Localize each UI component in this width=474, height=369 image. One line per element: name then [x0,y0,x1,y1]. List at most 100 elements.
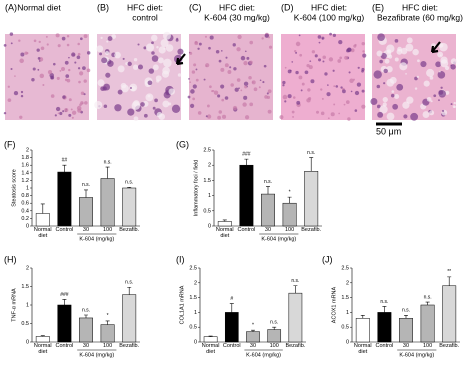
cell [306,63,310,68]
cell [437,51,444,58]
bar [399,318,413,343]
x-tick-label: 30 [82,227,90,233]
category-label-box: Bezafib. [301,227,321,233]
cell [236,47,241,52]
x-tick-label: Normal diet [201,343,220,355]
cell [78,80,81,84]
cell [438,99,440,102]
cell [377,33,385,41]
cell [450,103,453,106]
cell [162,31,171,40]
cell [311,50,316,54]
cell [71,110,77,115]
cell [289,69,292,72]
significance-label: ### [242,151,251,157]
cell [347,117,351,121]
bar [239,164,254,227]
cell [344,55,349,60]
cell [206,104,210,108]
error-bar [287,196,292,204]
cell [258,86,261,89]
y-tick-label: 1.8 [21,155,29,161]
cell [307,88,311,92]
bar [217,221,232,227]
cell [433,94,437,98]
cell [96,45,104,53]
significance-label: ## [62,158,68,164]
cell [47,69,53,75]
cell [429,110,435,116]
x-tick-label: Normal diet [215,227,234,239]
y-tick-label: 1.2 [21,178,29,184]
cell [218,110,222,114]
cell [205,63,210,68]
cell [244,85,248,89]
cell [57,44,61,48]
y-tick-label: 1.5 [341,295,349,301]
cell [61,66,66,71]
cell [117,65,125,73]
cell [117,89,123,95]
cell [348,71,351,74]
y-tick-label: 0 [346,339,349,345]
cell [71,116,74,119]
cell [314,54,318,58]
cell [321,97,324,100]
cell [264,95,268,99]
cell [383,82,386,85]
cell [450,58,457,65]
x-tick-label: Control [55,227,74,233]
panel-letter: (I) [176,254,185,264]
cell [55,106,61,112]
y-tick-label: 0.5 [341,325,349,331]
cell [328,57,334,62]
cell [405,72,407,75]
cell [197,47,200,50]
cell [177,48,184,55]
category-label-box: 100 [103,227,112,233]
group-label: K-604 (mg/kg) [261,236,296,242]
cell [345,100,350,104]
bar [282,202,297,227]
cell [122,57,125,60]
cell [396,83,404,91]
cell [430,100,433,103]
category-label-box: 30 [82,227,90,233]
cell [94,100,103,109]
cell [65,74,70,78]
cell [402,101,410,109]
group-label: K-604 (mg/kg) [79,352,114,358]
cell [50,94,55,98]
cell [394,57,399,62]
cell [209,85,212,89]
cell [291,110,295,114]
cell [361,41,365,46]
x-tick-label: Normal diet [353,343,372,355]
cell [66,78,71,83]
histology-image [189,34,273,120]
cell [7,85,10,88]
cell [56,76,60,80]
cell [244,115,250,120]
y-tick-label: 0.8 [21,193,29,199]
cell [86,51,91,55]
histology-image [5,34,89,120]
cell [150,34,158,42]
cell [342,89,346,94]
cell [82,66,86,70]
cell [100,86,105,91]
error-bar [447,276,452,286]
cell [80,91,85,95]
cell [37,68,40,71]
cell [232,43,236,47]
cell [327,117,330,120]
cell [251,80,256,85]
x-tick-label: Bezafib. [119,227,140,233]
panel-letter: (J) [322,254,333,264]
cell [49,73,55,78]
x-tick-label: Control [237,227,256,233]
cell [168,88,175,95]
cell [392,103,399,110]
cell [100,36,103,39]
